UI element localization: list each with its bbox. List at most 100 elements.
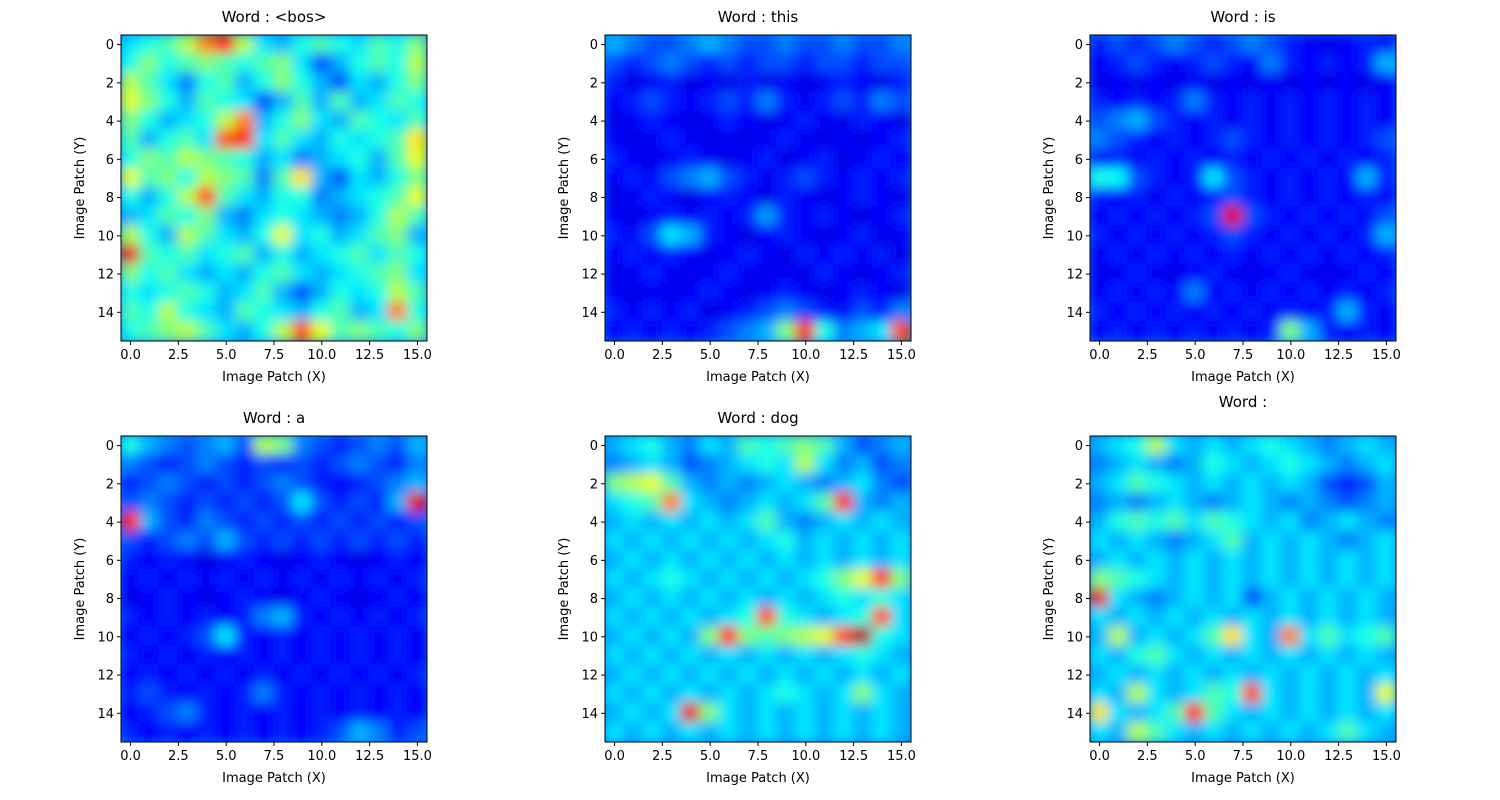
heatmap-cell: [1222, 530, 1245, 552]
heatmap-cell: [776, 110, 798, 132]
heatmap-cell: [718, 72, 740, 94]
heatmap-cell: [273, 492, 295, 514]
heatmap-cell: [814, 454, 836, 476]
heatmap-cell: [1337, 588, 1359, 610]
heatmap-cell: [661, 721, 683, 742]
x-tick-label: 7.5: [264, 348, 285, 363]
x-tick-label: 2.5: [168, 348, 189, 363]
heatmap-cell: [795, 301, 817, 323]
heatmap-cell: [368, 301, 390, 323]
heatmap-cell: [757, 721, 779, 742]
heatmap-cell: [776, 721, 798, 742]
heatmap-cell: [1146, 53, 1168, 75]
heatmap-cell: [871, 320, 893, 341]
heatmap-cell: [158, 187, 180, 209]
heatmap-cell: [1280, 568, 1302, 591]
heatmap-cell: [387, 187, 409, 209]
heatmap-cell: [1280, 35, 1302, 56]
heatmap-cell: [814, 282, 836, 304]
heatmap-cell: [680, 91, 702, 113]
y-tick-label: 10: [581, 630, 598, 645]
heatmap-cell: [1280, 664, 1302, 686]
heatmap-cell: [1184, 664, 1206, 686]
heatmap-cell: [1356, 129, 1378, 151]
heatmap-cell: [852, 282, 874, 304]
heatmap-cell: [699, 702, 721, 724]
heatmap-cell: [387, 129, 409, 151]
x-tick-label: 15.0: [403, 348, 432, 363]
heatmap-cell: [177, 568, 199, 591]
heatmap-cell: [196, 35, 218, 56]
heatmap-cell: [1337, 167, 1359, 190]
heatmap-cell: [833, 301, 855, 323]
heatmap-cell: [177, 626, 199, 648]
x-axis-label: Image Patch (X): [1191, 370, 1295, 385]
heatmap-cell: [1127, 492, 1149, 514]
heatmap-cell: [1108, 721, 1130, 742]
heatmap-cell: [215, 473, 237, 495]
heatmap-cell: [1318, 549, 1340, 571]
heatmap-cell: [406, 549, 427, 571]
heatmap-cell: [871, 35, 893, 56]
heatmap-cell: [406, 282, 427, 304]
heatmap-cell: [1242, 568, 1264, 591]
heatmap-cell: [1375, 607, 1396, 629]
heatmap-cell: [1146, 167, 1168, 190]
heatmap-cell: [680, 626, 702, 648]
heatmap-cell: [406, 568, 427, 591]
heatmap-cell: [890, 91, 911, 113]
heatmap-cell: [387, 320, 409, 341]
heatmap-cell: [1184, 568, 1206, 591]
chart-title: Word : this: [718, 8, 799, 26]
heatmap-cell: [1318, 167, 1340, 190]
heatmap-cell: [814, 320, 836, 341]
heatmap-cell: [814, 530, 836, 552]
heatmap-panel-6: 0.0 2.5 5.0 7.5 10.0 12.5 15.002468101214Word …: [1042, 393, 1401, 786]
heatmap-cell: [623, 721, 645, 742]
y-tick-label: 0: [1075, 38, 1083, 53]
heatmap-cell: [1090, 187, 1111, 209]
heatmap-cell: [1375, 664, 1396, 686]
x-tick-label: 7.5: [1233, 749, 1254, 764]
heatmap-cell: [852, 244, 874, 266]
heatmap-cell: [623, 588, 645, 610]
heatmap-cell: [1261, 607, 1283, 629]
heatmap-cell: [833, 91, 855, 113]
heatmap-cell: [833, 129, 855, 151]
heatmap-cell: [330, 263, 352, 285]
heatmap-cell: [1337, 492, 1359, 514]
y-tick-label: 2: [1075, 477, 1083, 492]
heatmap-cell: [1184, 607, 1206, 629]
heatmap-cell: [871, 568, 893, 591]
heatmap-cell: [737, 187, 760, 209]
heatmap-cell: [757, 91, 779, 113]
y-tick-label: 4: [106, 115, 114, 130]
heatmap-cell: [1356, 530, 1378, 552]
heatmap-cell: [1165, 530, 1187, 552]
heatmap-cell: [1108, 129, 1130, 151]
heatmap-cell: [890, 148, 911, 170]
heatmap-cell: [196, 530, 218, 552]
y-tick-label: 6: [590, 554, 598, 569]
heatmap-cell: [776, 683, 798, 705]
heatmap-cell: [757, 148, 779, 170]
heatmap-cell: [623, 607, 645, 629]
heatmap-cell: [605, 588, 626, 610]
heatmap-cell: [253, 320, 276, 341]
heatmap-cell: [1318, 454, 1340, 476]
heatmap-cell: [795, 206, 817, 228]
heatmap-cell: [623, 454, 645, 476]
x-tick-label: 5.0: [1185, 348, 1206, 363]
heatmap-cell: [139, 244, 161, 266]
heatmap-cell: [1356, 721, 1378, 742]
heatmap-cell: [139, 626, 161, 648]
heatmap-cell: [795, 129, 817, 151]
heatmap-cell: [1261, 110, 1283, 132]
heatmap-cell: [139, 492, 161, 514]
heatmap-cell: [1375, 225, 1396, 247]
heatmap-cell: [1090, 607, 1111, 629]
heatmap-cell: [814, 645, 836, 667]
heatmap-cell: [605, 187, 626, 209]
heatmap-cell: [311, 53, 333, 75]
heatmap-cell: [311, 511, 333, 533]
